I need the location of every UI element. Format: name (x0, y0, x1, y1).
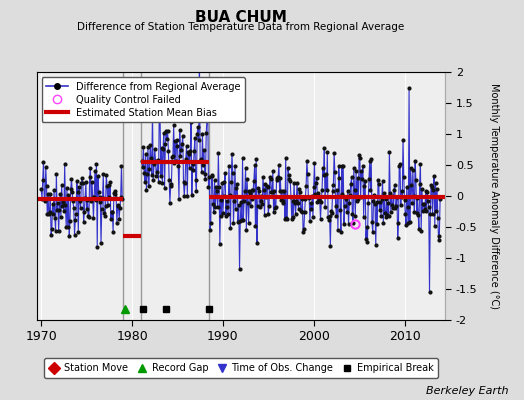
Legend: Station Move, Record Gap, Time of Obs. Change, Empirical Break: Station Move, Record Gap, Time of Obs. C… (44, 358, 438, 378)
Legend: Difference from Regional Average, Quality Control Failed, Estimated Station Mean: Difference from Regional Average, Qualit… (41, 77, 245, 122)
Text: BUA CHUM: BUA CHUM (195, 10, 287, 25)
Y-axis label: Monthly Temperature Anomaly Difference (°C): Monthly Temperature Anomaly Difference (… (488, 83, 498, 309)
Text: Difference of Station Temperature Data from Regional Average: Difference of Station Temperature Data f… (78, 22, 405, 32)
Text: Berkeley Earth: Berkeley Earth (426, 386, 508, 396)
